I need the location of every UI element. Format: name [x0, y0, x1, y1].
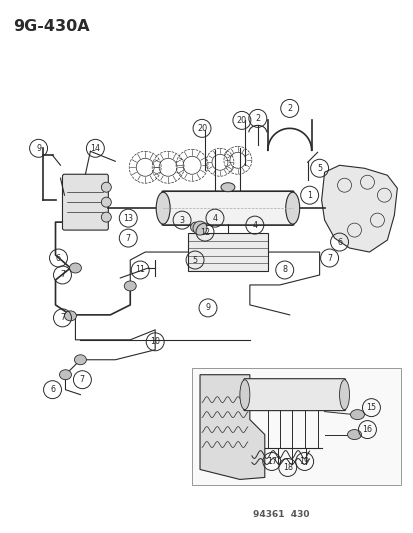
- Text: 10: 10: [150, 337, 160, 346]
- Text: 20: 20: [197, 124, 206, 133]
- Text: 5: 5: [316, 164, 321, 173]
- Text: 6: 6: [56, 254, 61, 263]
- Text: 7: 7: [326, 254, 331, 263]
- Ellipse shape: [339, 379, 349, 410]
- Text: 3: 3: [179, 216, 184, 224]
- Circle shape: [190, 222, 200, 232]
- Ellipse shape: [69, 263, 81, 273]
- Ellipse shape: [221, 183, 234, 192]
- Text: 4: 4: [252, 221, 257, 230]
- Text: 18: 18: [282, 463, 292, 472]
- Text: 9: 9: [205, 303, 210, 312]
- FancyBboxPatch shape: [62, 174, 108, 230]
- Text: 6: 6: [336, 238, 341, 247]
- Circle shape: [192, 221, 206, 235]
- Ellipse shape: [101, 197, 111, 207]
- Ellipse shape: [101, 212, 111, 222]
- Text: 13: 13: [123, 214, 133, 223]
- Text: 15: 15: [366, 403, 375, 412]
- Text: 2: 2: [255, 114, 260, 123]
- Ellipse shape: [59, 370, 71, 379]
- Text: 16: 16: [362, 425, 372, 434]
- Text: 11: 11: [135, 265, 145, 274]
- Text: 7: 7: [126, 233, 131, 243]
- Text: 94361  430: 94361 430: [252, 510, 309, 519]
- Text: 12: 12: [199, 228, 209, 237]
- Ellipse shape: [101, 182, 111, 192]
- Text: 1: 1: [306, 191, 311, 200]
- Text: 7: 7: [80, 375, 85, 384]
- Bar: [188, 233, 267, 271]
- FancyBboxPatch shape: [162, 191, 293, 225]
- Text: 4: 4: [212, 214, 217, 223]
- Ellipse shape: [347, 430, 361, 440]
- Text: 8: 8: [282, 265, 287, 274]
- FancyBboxPatch shape: [192, 368, 400, 486]
- Polygon shape: [199, 375, 264, 480]
- Text: 19: 19: [299, 457, 309, 466]
- Text: 5: 5: [192, 255, 197, 264]
- Text: 20: 20: [236, 116, 246, 125]
- Text: 2: 2: [287, 104, 292, 113]
- Ellipse shape: [64, 311, 76, 321]
- Ellipse shape: [350, 410, 363, 419]
- Text: 7: 7: [60, 313, 65, 322]
- Text: 9G-430A: 9G-430A: [13, 19, 89, 34]
- Ellipse shape: [285, 192, 299, 224]
- Text: 9: 9: [36, 144, 41, 153]
- Ellipse shape: [239, 379, 249, 410]
- Polygon shape: [321, 165, 396, 252]
- Ellipse shape: [156, 192, 170, 224]
- FancyBboxPatch shape: [243, 379, 345, 410]
- Text: 6: 6: [50, 385, 55, 394]
- Text: 17: 17: [266, 457, 276, 466]
- Text: 14: 14: [90, 144, 100, 153]
- Ellipse shape: [124, 281, 136, 291]
- Text: 7: 7: [60, 270, 65, 279]
- Ellipse shape: [74, 355, 86, 365]
